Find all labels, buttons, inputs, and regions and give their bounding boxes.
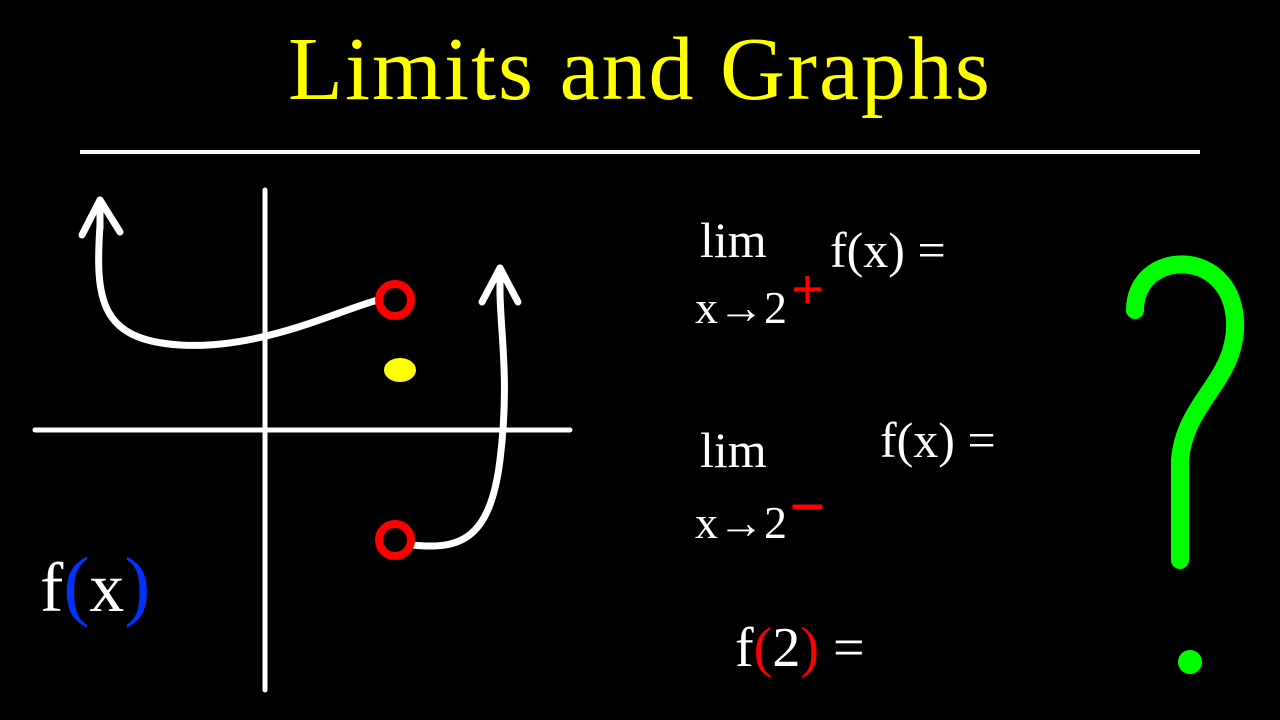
limit2-minus: − xyxy=(789,471,825,542)
open-circle-top xyxy=(379,284,411,316)
limit2-lim: lim xyxy=(700,425,767,475)
fx-x: x xyxy=(89,550,124,627)
fx-rparen: ) xyxy=(124,541,150,628)
fof2-lparen: ( xyxy=(754,617,773,679)
limit1-sub-text: x→2 xyxy=(695,282,787,333)
question-mark-dot xyxy=(1178,650,1202,674)
slide-container: Limits and Graphs f(x) lim x→2+ f(x) = l… xyxy=(0,0,1280,720)
limit1-lim: lim xyxy=(700,215,767,265)
limit2-rhs: f(x) = xyxy=(880,415,996,465)
curve-left xyxy=(99,225,378,345)
open-circle-bottom xyxy=(379,524,411,556)
fx-lparen: ( xyxy=(63,541,89,628)
fx-label: f(x) xyxy=(40,540,150,630)
fof2: f(2) = xyxy=(735,620,865,676)
filled-dot xyxy=(384,358,416,382)
diagram-canvas xyxy=(0,0,1280,720)
question-mark xyxy=(1135,264,1235,560)
curve-right xyxy=(412,290,504,546)
limit1-rhs: f(x) = xyxy=(830,225,946,275)
fof2-rparen: ) xyxy=(800,617,819,679)
fof2-eq: = xyxy=(819,617,865,679)
fof2-f: f xyxy=(735,617,754,679)
limit2-sub-text: x→2 xyxy=(695,497,787,548)
limit2-sub: x→2− xyxy=(695,485,823,549)
fx-f: f xyxy=(40,550,63,627)
limit1-plus: + xyxy=(791,257,824,322)
limit1-sub: x→2+ xyxy=(695,275,820,333)
fof2-arg: 2 xyxy=(772,617,800,679)
